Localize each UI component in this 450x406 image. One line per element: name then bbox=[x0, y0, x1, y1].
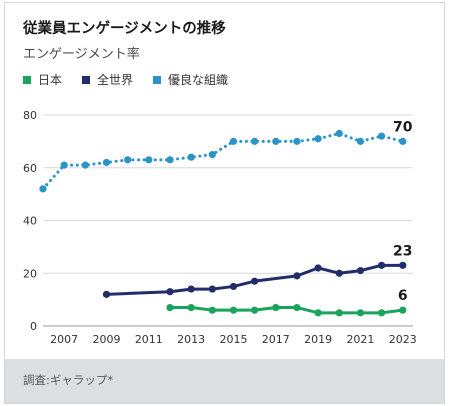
data-point bbox=[293, 303, 301, 312]
x-tick-label: 2015 bbox=[219, 333, 247, 346]
data-point bbox=[314, 135, 322, 143]
data-point bbox=[378, 309, 386, 317]
data-point bbox=[229, 306, 238, 314]
legend-swatch-top-orgs bbox=[153, 75, 162, 84]
legend-item-world: 全世界 bbox=[82, 71, 133, 88]
data-point bbox=[251, 277, 259, 285]
data-point bbox=[229, 137, 238, 145]
end-value-label-1: 23 bbox=[393, 243, 412, 259]
series-line-2 bbox=[41, 131, 405, 191]
x-tick-label: 2021 bbox=[346, 333, 374, 346]
data-point bbox=[356, 309, 365, 317]
x-tick-label: 2013 bbox=[177, 333, 205, 346]
data-point bbox=[166, 156, 174, 164]
data-point bbox=[314, 264, 322, 272]
data-point bbox=[102, 158, 111, 167]
y-tick-label: 40 bbox=[23, 215, 37, 228]
data-point bbox=[102, 290, 111, 298]
x-tick-label: 2007 bbox=[50, 333, 78, 346]
data-point bbox=[251, 137, 259, 145]
data-point bbox=[187, 303, 195, 312]
legend-label-top-orgs: 優良な組織 bbox=[168, 73, 229, 87]
data-point bbox=[145, 156, 153, 164]
end-value-label-0: 6 bbox=[398, 288, 408, 304]
data-point bbox=[272, 303, 280, 312]
data-point bbox=[378, 261, 386, 269]
data-point bbox=[399, 306, 407, 314]
data-point bbox=[272, 137, 280, 145]
data-point bbox=[187, 153, 195, 161]
x-tick-label: 2017 bbox=[262, 333, 290, 346]
data-point bbox=[335, 309, 343, 317]
source-note: 調査:ギャラップ* bbox=[23, 373, 114, 387]
data-point bbox=[314, 309, 322, 317]
x-tick-label: 2011 bbox=[135, 333, 163, 346]
legend: 日本 全世界 優良な組織 bbox=[23, 71, 228, 88]
data-point bbox=[60, 161, 68, 169]
x-tick-label: 2023 bbox=[389, 333, 417, 346]
legend-label-japan: 日本 bbox=[38, 73, 63, 87]
legend-label-world: 全世界 bbox=[97, 73, 134, 87]
data-point bbox=[356, 267, 365, 275]
data-point bbox=[399, 137, 407, 145]
source-footer: 調査:ギャラップ* bbox=[5, 359, 444, 403]
legend-item-top-orgs: 優良な組織 bbox=[153, 71, 228, 88]
data-point bbox=[81, 161, 89, 169]
legend-swatch-world bbox=[82, 75, 91, 84]
line-chart: 0 20 40 60 80 2007 2009 2011 2013 2015 2017 2019 202… bbox=[23, 109, 417, 346]
legend-swatch-japan bbox=[23, 75, 31, 84]
data-point bbox=[293, 272, 301, 280]
data-point bbox=[124, 156, 132, 164]
data-point bbox=[378, 132, 386, 140]
chart-title: 従業員エンゲージメントの推移 bbox=[23, 21, 226, 37]
data-point bbox=[208, 150, 216, 159]
data-point bbox=[335, 129, 343, 138]
data-point bbox=[356, 137, 365, 145]
y-tick-label: 0 bbox=[30, 320, 37, 333]
x-tick-label: 2019 bbox=[304, 333, 332, 346]
y-tick-label: 60 bbox=[23, 162, 37, 175]
legend-item-japan: 日本 bbox=[23, 71, 62, 88]
data-point bbox=[208, 306, 216, 314]
y-tick-label: 80 bbox=[23, 109, 37, 122]
end-value-label-2: 70 bbox=[393, 119, 413, 135]
y-tick-label: 20 bbox=[23, 267, 37, 280]
data-point bbox=[335, 269, 343, 277]
data-point bbox=[39, 185, 47, 193]
x-tick-label: 2009 bbox=[92, 333, 120, 346]
data-point bbox=[399, 261, 407, 269]
data-point bbox=[187, 285, 195, 293]
data-point bbox=[166, 288, 174, 296]
chart-subtitle: エンゲージメント率 bbox=[23, 47, 140, 62]
data-point bbox=[293, 137, 301, 145]
series-line-0 bbox=[168, 306, 405, 315]
data-point bbox=[229, 282, 238, 291]
data-point bbox=[251, 306, 259, 314]
data-point bbox=[208, 285, 216, 293]
data-point bbox=[166, 303, 174, 312]
